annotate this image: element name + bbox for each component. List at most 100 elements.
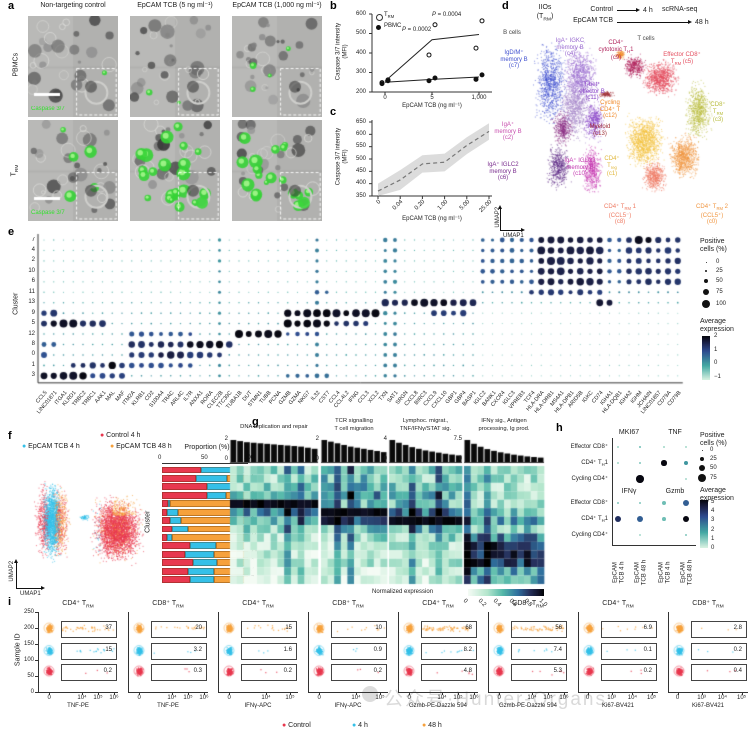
i-xtick: 10⁵ <box>737 695 747 701</box>
f-bar-xtick: 50 <box>201 455 208 461</box>
i-gate-box <box>511 620 567 638</box>
e-cluster-tick: 1 <box>31 361 35 368</box>
i-xtick: 10⁶ <box>469 695 479 701</box>
i-plot-yaxis <box>218 612 219 692</box>
i-plot-xaxis <box>128 692 208 693</box>
f-bar-segment <box>187 567 214 575</box>
i-flow-canvas <box>39 612 118 692</box>
i-ytick: 150 <box>23 640 34 647</box>
e-cluster-tick: 2 <box>31 257 35 264</box>
d-header-iios-sub: (TRM) <box>536 13 554 23</box>
micro-image <box>28 16 118 117</box>
g-group-header: Lymphoc. migrat., <box>402 418 449 424</box>
h-dot <box>661 500 667 506</box>
e-legend-size-dot <box>704 269 708 273</box>
d-cluster-label: CD4⁺ TRM 2 (CCL5⁺) (c0) <box>696 204 728 226</box>
f-bar-segment <box>162 508 168 516</box>
i-xlabel: Ki67-BV421 <box>601 703 635 709</box>
i-gate-value: 20 <box>195 624 202 631</box>
i-xtick: 0 <box>227 695 231 701</box>
i-gate-value: 1.6 <box>283 647 292 653</box>
i-flow-canvas <box>579 612 658 692</box>
h-dot <box>662 517 666 521</box>
h-marker-header: IFNγ <box>621 488 637 495</box>
e-expr-tick: 2 <box>714 333 718 339</box>
f-bar-segment <box>190 576 214 584</box>
i-gate-box <box>421 663 477 681</box>
i-xtick-mark <box>319 692 321 695</box>
i-flow-canvas <box>489 612 568 692</box>
i-gate-value: 0.2 <box>643 667 652 674</box>
h-expr-tick: 2 <box>711 526 715 533</box>
g-group-header: T cell migration <box>334 426 374 432</box>
i-gate-box <box>331 643 387 660</box>
d-cluster-label: IgD/M⁺ memory B (c7) <box>500 50 528 69</box>
i-plot-title: CD8⁺ TRM <box>512 600 544 610</box>
i-plot-xaxis <box>578 692 658 693</box>
d-cluster-label: CD8⁺ TRM (c3) <box>710 102 726 124</box>
i-xtick-mark <box>139 692 141 695</box>
e-cluster-tick: 12 <box>28 330 35 337</box>
h-col-label: EpCAM TCB 48 h <box>634 559 648 586</box>
h-expr-tick: 1 <box>711 535 715 542</box>
i-flow-canvas <box>669 612 748 692</box>
h-legend-expr-title: Average expression <box>700 487 734 502</box>
h-dot <box>638 461 642 465</box>
i-xtick: 10³ <box>697 695 706 701</box>
i-ytick: 200 <box>23 624 34 631</box>
h-dot <box>636 475 644 483</box>
e-legend-size-dot <box>702 288 710 296</box>
i-xtick-mark <box>442 692 443 695</box>
i-xlabel: Ki67-BV421 <box>691 703 725 709</box>
micro-image <box>232 16 322 117</box>
d-arrow-4h-head <box>636 8 640 12</box>
f-bar-segment <box>162 567 188 575</box>
i-xtick: 10⁵ <box>453 695 463 701</box>
h-dot <box>663 446 665 448</box>
i-gate-box <box>421 620 477 638</box>
i-xtick-mark <box>49 692 51 695</box>
i-plot-yaxis <box>38 612 39 692</box>
f-stacked-bar-row <box>162 525 248 533</box>
i-plot-xaxis <box>308 692 388 693</box>
i-xtick-mark <box>409 692 411 695</box>
i-xlabel: IFNγ-APC <box>244 703 272 709</box>
h-dot <box>683 460 689 466</box>
i-xtick-mark <box>701 692 703 695</box>
i-xtick: 0 <box>407 695 411 701</box>
d-cluster-label: B cells <box>503 30 521 36</box>
i-gate-box <box>331 663 387 681</box>
caspase-stain-label: Caspase 3/7 <box>31 106 65 112</box>
i-gate-value: 5.3 <box>553 667 562 674</box>
g-colorbar-label: Normalized expression <box>372 589 434 595</box>
h-row-label: Cycling CD4⁺ <box>571 475 608 482</box>
i-xtick-mark <box>651 692 653 695</box>
i-gate-value: 37 <box>105 624 112 631</box>
d-cluster-label: Effector CD8⁺ TRM (c5) <box>663 52 701 66</box>
i-xlabel: Gzmb-PE-Dazzle 594 <box>498 703 558 709</box>
i-gate-box <box>691 620 747 638</box>
i-xtick-mark <box>474 692 475 695</box>
f-umap2-label: UMAP2 <box>8 560 15 582</box>
i-xtick-mark <box>188 692 189 695</box>
i-xtick: 0 <box>47 695 51 701</box>
i-xtick-mark <box>114 692 115 695</box>
e-legend-size-dot <box>703 278 709 284</box>
i-ytick-mark <box>35 676 38 677</box>
i-plot-title: CD4⁺ TRM <box>422 600 454 610</box>
d-umap2-label: UMAP2 <box>494 206 501 228</box>
e-cluster-tick: 3 <box>31 372 35 379</box>
i-xtick: 10⁴ <box>261 695 271 701</box>
g-bar-axis-zero: 0 <box>383 456 387 462</box>
h-legend-size-dot <box>700 457 704 461</box>
h-marker-header: Gzmb <box>665 488 685 495</box>
g-group-header: TNF/IFNγ/STAT sig. <box>399 426 452 432</box>
h-expr-tick: 4 <box>711 508 715 515</box>
h-dot <box>638 533 642 537</box>
f-bar-segment <box>185 550 214 558</box>
h-row-label: CD4⁺ TH1 <box>581 515 608 523</box>
e-cluster-tick: 8 <box>31 341 35 347</box>
f-umap1-label: UMAP1 <box>20 591 41 597</box>
i-flow-canvas <box>309 612 388 692</box>
d-cluster-label: T-bet⁺ effector B (c11) <box>579 82 605 101</box>
